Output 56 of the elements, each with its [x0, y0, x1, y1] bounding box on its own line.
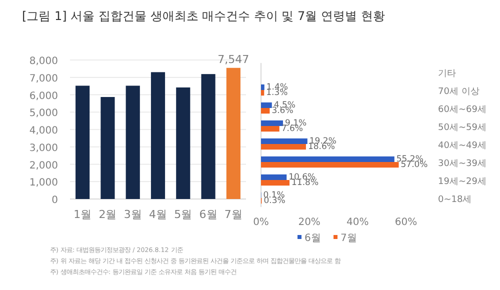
x-tick-label: 3월 — [124, 208, 142, 221]
x-tick-label: 6월 — [199, 208, 218, 221]
y-tick-label: 50세~59세 — [438, 123, 486, 133]
bar — [126, 86, 140, 199]
bar — [261, 180, 290, 186]
bar — [261, 120, 283, 126]
y-tick-label: 40세~49세 — [438, 141, 486, 151]
bar — [261, 162, 399, 168]
chart-title: [그림 1] 서울 집합건물 생애최초 매수건수 추이 및 7월 연령별 현황 — [22, 9, 385, 23]
y-tick-label: 2,000 — [29, 160, 58, 172]
y-tick-label: 4,000 — [29, 126, 58, 136]
bar — [261, 174, 287, 180]
data-label: 11.8% — [292, 178, 319, 188]
bar — [261, 138, 308, 144]
x-tick-label: 0% — [253, 217, 269, 228]
bar — [100, 97, 115, 199]
bar — [261, 108, 270, 114]
bar — [226, 68, 240, 199]
y-tick-label: 1,000 — [29, 178, 58, 189]
bar — [201, 74, 216, 199]
y-tick-label: 30세~39세 — [438, 159, 486, 169]
y-tick-label: 70세 이상 — [438, 87, 480, 97]
y-tick-label: 0 — [52, 195, 58, 206]
y-tick-label: 0~18세 — [438, 195, 472, 205]
data-label: 3.6% — [272, 106, 294, 116]
x-tick-label: 7월 — [224, 208, 242, 221]
y-tick-label: 3,000 — [29, 142, 58, 154]
y-tick-label: 6,000 — [29, 90, 58, 102]
x-tick-label: 2월 — [98, 208, 117, 221]
y-tick-label: 기타 — [438, 69, 456, 79]
data-label: 1.3% — [266, 88, 288, 98]
bar — [261, 144, 306, 150]
bar — [261, 102, 272, 108]
y-tick-label: 8,000 — [29, 56, 58, 67]
bar — [261, 84, 264, 90]
x-tick-label: 1월 — [74, 208, 92, 221]
y-tick-label: 19세~29세 — [438, 177, 486, 187]
y-tick-label: 7,000 — [29, 73, 58, 84]
x-tick-label: 60% — [394, 217, 418, 228]
x-tick-label: 5월 — [174, 208, 192, 221]
x-tick-label: 20% — [298, 217, 320, 228]
data-label: 57.0% — [400, 160, 428, 170]
bar — [261, 156, 394, 162]
legend-label: 6월 — [304, 233, 321, 244]
bar — [150, 72, 166, 199]
x-tick-label: 40% — [346, 217, 369, 228]
y-tick-label: 5,000 — [29, 108, 58, 120]
bar — [261, 126, 280, 132]
legend-label: 7월 — [340, 233, 357, 244]
bar — [176, 87, 190, 199]
data-label: 7.6% — [281, 124, 303, 134]
data-label: 7,547 — [218, 52, 250, 66]
bar — [261, 90, 264, 96]
x-tick-label: 4월 — [149, 208, 167, 221]
y-tick-label: 60세~69세 — [438, 105, 486, 115]
bar — [76, 86, 90, 199]
